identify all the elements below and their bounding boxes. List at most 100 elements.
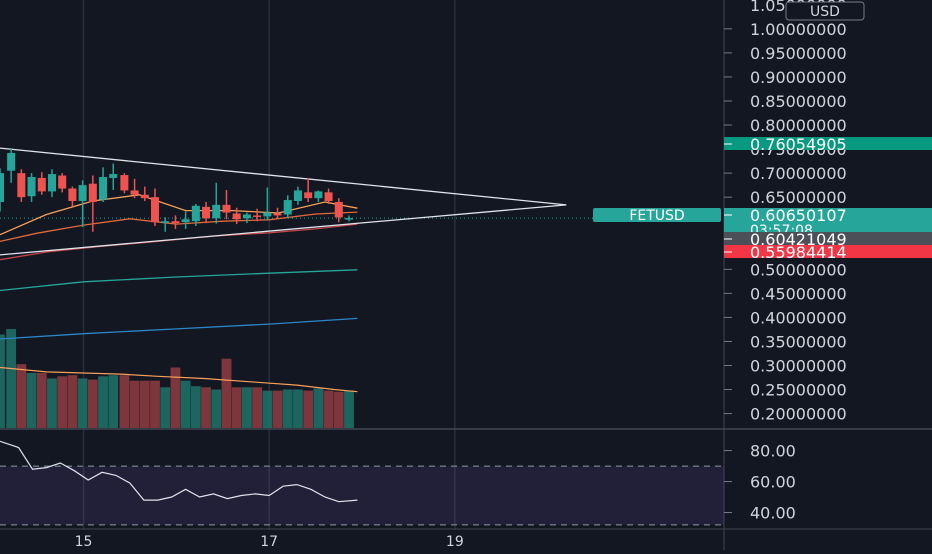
volume-bar [333, 391, 344, 428]
price-tick-label: 0.30000000 [750, 356, 847, 375]
volume-bar [303, 390, 314, 428]
price-tick-label: 0.50000000 [750, 260, 847, 279]
price-tag-label: 0.60650107 [750, 206, 847, 225]
price-tick-label: 0.40000000 [750, 308, 847, 327]
candles [0, 148, 354, 232]
candle-body [293, 190, 302, 202]
candle-body [161, 221, 170, 223]
price-tag[interactable] [724, 232, 932, 245]
candle-body [99, 176, 108, 200]
candle-body [120, 175, 129, 191]
price-tick-label: 0.90000000 [750, 68, 847, 87]
candle-body [263, 212, 272, 217]
rsi-band [0, 466, 724, 525]
moving-average-line [0, 269, 358, 292]
volume-bar [231, 387, 242, 428]
candle-body [212, 204, 221, 219]
volume-bar [252, 387, 263, 428]
volume-bar [242, 387, 252, 428]
volume-bar [190, 386, 201, 428]
volume-bar [139, 380, 150, 428]
time-tick-label: 17 [260, 534, 278, 550]
volume-bar [180, 380, 191, 428]
price-tick-label: 0.25000000 [750, 381, 847, 400]
price-tag[interactable] [724, 245, 932, 258]
volume-bar [57, 376, 68, 428]
candle-body [334, 201, 343, 218]
candle-body [181, 219, 190, 223]
price-tag-label: 0.60421049 [750, 230, 847, 249]
rsi-tick-label: 60.00 [750, 473, 796, 492]
candle-body [344, 218, 354, 220]
symbol-tag[interactable] [593, 208, 721, 222]
candle-body [78, 185, 87, 202]
triangle-pattern [0, 147, 567, 256]
price-tag[interactable] [724, 208, 932, 234]
volume-bar [0, 334, 5, 428]
price-tick-label: 0.95000000 [750, 44, 847, 63]
candle-body [58, 175, 67, 189]
currency-button[interactable] [785, 1, 865, 21]
candle-body [191, 205, 200, 222]
volume-bar [282, 389, 293, 428]
moving-average-line [0, 211, 358, 243]
candle-body [140, 194, 149, 199]
moving-average-line [0, 317, 358, 340]
triangle-upper-line[interactable] [0, 147, 567, 206]
volume-bar [323, 390, 334, 428]
volume-bar [201, 387, 211, 428]
volume-bar [108, 375, 119, 428]
candle-body [17, 173, 26, 198]
candle-body [273, 213, 282, 216]
moving-average-line [0, 194, 358, 236]
price-tick-label: 0.65000000 [750, 188, 847, 207]
symbol-tag-label: FETUSD [629, 208, 684, 224]
price-axis: 15 17 19 80.00 60.00 40.00 0.20000000 0.2500000… [75, 0, 865, 550]
candle-body [314, 191, 323, 199]
candle-body [242, 214, 251, 219]
candle-body [171, 221, 180, 224]
volume-bar [344, 390, 354, 428]
candle-body [324, 192, 333, 202]
candle-body [202, 206, 211, 219]
volume-bar [87, 379, 98, 428]
volume-bar [160, 387, 171, 428]
volume-bar [26, 373, 37, 428]
triangle-lower-line[interactable] [0, 204, 567, 256]
price-tick-label: 0.35000000 [750, 332, 847, 351]
volume-bar [6, 329, 17, 428]
rsi-pane [0, 440, 724, 526]
volume-bars [0, 329, 358, 428]
candle-body [253, 215, 262, 217]
volume-bar [221, 358, 232, 428]
price-tick-label: 0.20000000 [750, 405, 847, 424]
price-tick-label: 0.85000000 [750, 92, 847, 111]
volume-bar [77, 378, 88, 428]
price-tags: 0.760549050.6065010703:57:08FETUSD0.6042… [593, 135, 932, 262]
price-tag-label: 0.76054905 [750, 135, 847, 154]
rsi-line [0, 440, 358, 503]
volume-bar [170, 367, 181, 428]
volume-bar [129, 380, 140, 428]
price-tag[interactable] [724, 137, 932, 151]
volume-bar [36, 373, 47, 428]
volume-bar [211, 389, 222, 428]
volume-bar [67, 375, 78, 428]
candle-body [283, 200, 292, 215]
candle-body [109, 174, 118, 178]
price-tick-label: 0.80000000 [750, 116, 847, 135]
price-tick-label: 0.70000000 [750, 164, 847, 183]
volume-bar [293, 389, 303, 428]
candle-body [7, 152, 16, 171]
candle-body [68, 188, 77, 202]
candle-body [37, 177, 46, 192]
candle-body [304, 192, 313, 199]
rsi-tick-label: 80.00 [750, 442, 796, 461]
candle-body [232, 213, 241, 220]
candle-body [0, 173, 5, 202]
currency-label[interactable]: USD [810, 4, 840, 20]
